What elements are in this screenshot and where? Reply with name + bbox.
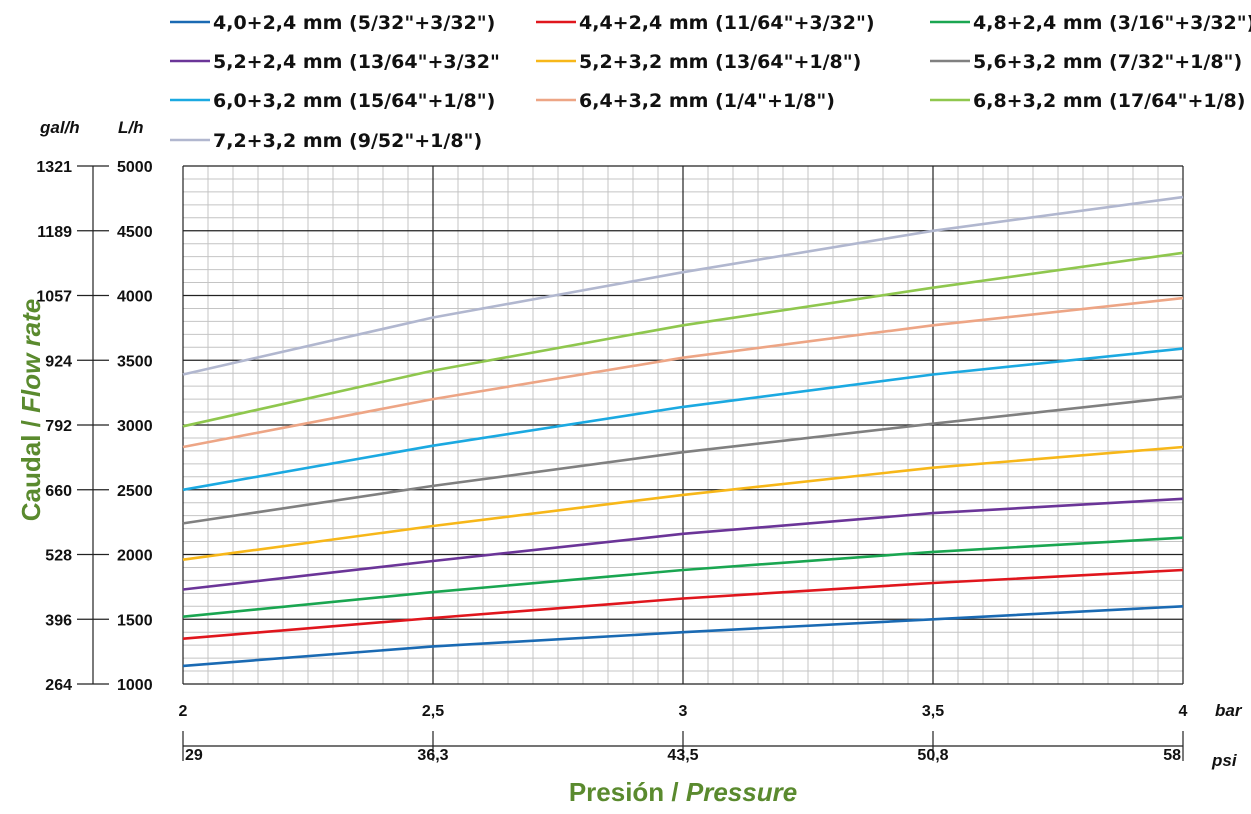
x-primary-tick-label: 2 <box>179 703 188 720</box>
y-primary-tick-label: 1000 <box>117 677 153 694</box>
y-secondary-tick-label: 924 <box>45 353 72 370</box>
y-secondary-tick-label: 1321 <box>36 159 72 176</box>
x-secondary-tick-label: 50,8 <box>917 747 948 764</box>
series-line <box>182 536 1184 618</box>
x-secondary-tick-label: 43,5 <box>667 747 698 764</box>
y-secondary-tick-label: 264 <box>45 677 72 694</box>
x-secondary-tick-label: 36,3 <box>417 747 448 764</box>
y-primary-tick-label: 4000 <box>117 289 153 306</box>
legend-label: 4,8+2,4 mm (3/16"+3/32") <box>973 12 1251 34</box>
y-primary-unit: L/h <box>118 118 144 137</box>
y-secondary-tick-label: 1057 <box>36 289 72 306</box>
y-axis-title: Caudal / Flow rate <box>16 299 46 522</box>
y-secondary-tick-label: 1189 <box>37 224 72 241</box>
y-primary-tick-label: 3000 <box>117 418 153 435</box>
series-line <box>182 296 1184 449</box>
y-secondary-tick-label: 792 <box>45 418 72 435</box>
series-line <box>182 347 1184 492</box>
x-secondary-tick-label: 58 <box>1163 747 1181 764</box>
legend-label: 6,8+3,2 mm (17/64"+1/8) <box>973 90 1245 112</box>
plot-grid <box>182 165 1184 685</box>
x-secondary-tick-label: 29 <box>185 747 203 764</box>
x-primary-tick-label: 2,5 <box>422 703 444 720</box>
legend-label: 5,2+2,4 mm (13/64"+3/32" <box>213 51 500 73</box>
legend-label: 5,2+3,2 mm (13/64"+1/8") <box>579 51 861 73</box>
series-line <box>182 445 1184 561</box>
series-line <box>182 251 1184 428</box>
y-primary-tick-label: 5000 <box>117 159 153 176</box>
series-line <box>182 195 1184 376</box>
y-secondary-tick-label: 528 <box>45 548 72 565</box>
legend-label: 4,0+2,4 mm (5/32"+3/32") <box>213 12 495 34</box>
x-primary-tick-label: 4 <box>1179 703 1188 720</box>
x-primary-tick-label: 3,5 <box>922 703 944 720</box>
legend-label: 4,4+2,4 mm (11/64"+3/32") <box>579 12 875 34</box>
y-primary-tick-label: 2500 <box>117 483 153 500</box>
y-primary-tick-label: 1500 <box>117 612 153 629</box>
legend-label: 6,0+3,2 mm (15/64"+1/8") <box>213 90 495 112</box>
x-primary-tick-label: 3 <box>679 703 688 720</box>
series-line <box>182 568 1184 640</box>
x-axis-title: Presión / Pressure <box>569 777 797 807</box>
y-primary-tick-label: 4500 <box>117 224 153 241</box>
series-line <box>182 497 1184 591</box>
legend-label: 5,6+3,2 mm (7/32"+1/8") <box>973 51 1242 73</box>
y-secondary-tick-label: 660 <box>45 483 72 500</box>
legend-label: 7,2+3,2 mm (9/52"+1/8") <box>213 130 482 152</box>
y-primary-tick-label: 2000 <box>117 548 153 565</box>
legend: 4,0+2,4 mm (5/32"+3/32") 4,4+2,4 mm (11/6… <box>170 12 1251 152</box>
x-primary-unit: bar <box>1215 701 1243 720</box>
series-line <box>182 605 1184 668</box>
y-primary-tick-label: 3500 <box>117 353 153 370</box>
y-secondary-tick-label: 396 <box>45 612 72 629</box>
x-secondary-unit: psi <box>1211 751 1238 770</box>
y-secondary-unit: gal/h <box>39 118 80 137</box>
legend-label: 6,4+3,2 mm (1/4"+1/8") <box>579 90 835 112</box>
series-line <box>182 395 1184 525</box>
series-lines <box>182 195 1184 668</box>
